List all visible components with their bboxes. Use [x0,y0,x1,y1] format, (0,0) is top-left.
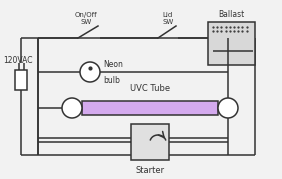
Text: SW: SW [162,19,174,25]
Text: 120VAC: 120VAC [3,56,32,65]
Bar [82,101,218,115]
Text: On/Off: On/Off [75,12,97,18]
Circle shape [218,98,238,118]
Text: UVC Tube: UVC Tube [130,84,170,93]
Bar [15,70,27,90]
Text: SW: SW [80,19,92,25]
Bar [131,124,169,160]
Text: Ballast: Ballast [218,10,244,19]
Text: Lid: Lid [163,12,173,18]
Text: Starter: Starter [135,166,165,175]
Text: Neon: Neon [103,60,123,69]
Text: bulb: bulb [103,76,120,85]
Circle shape [80,62,100,82]
Circle shape [62,98,82,118]
Bar [208,22,255,65]
